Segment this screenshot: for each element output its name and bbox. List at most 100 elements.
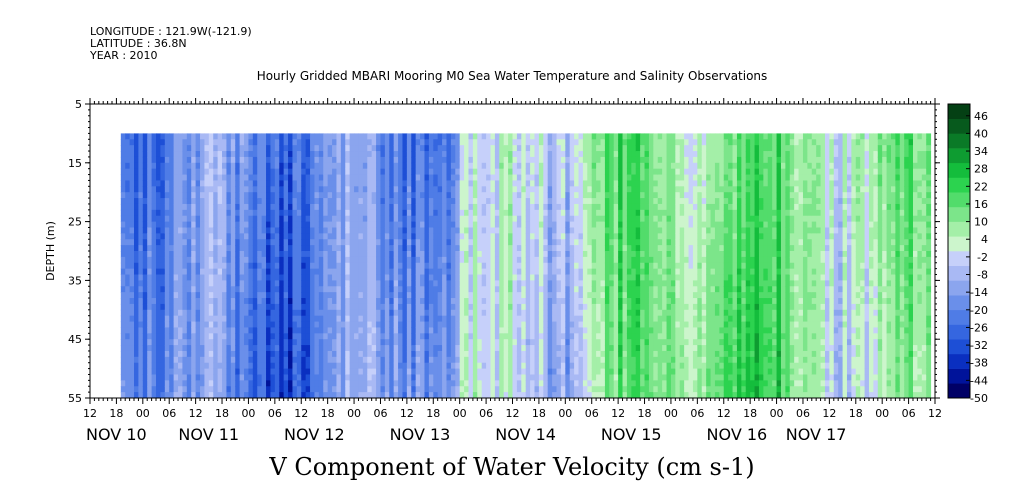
heatmap-cell <box>420 321 425 328</box>
heatmap-cell <box>459 345 465 352</box>
heatmap-cell <box>565 280 571 287</box>
heatmap-cell <box>362 174 368 181</box>
heatmap-cell <box>481 386 487 393</box>
heatmap-cell <box>230 145 236 152</box>
heatmap-cell <box>301 368 307 375</box>
heatmap-cell <box>318 374 324 381</box>
heatmap-cell <box>257 245 263 252</box>
heatmap-cell <box>283 251 289 258</box>
heatmap-cell <box>318 174 324 181</box>
heatmap-cell <box>508 239 513 246</box>
heatmap-cell <box>534 245 540 252</box>
heatmap-cell <box>468 239 474 246</box>
heatmap-cell <box>191 139 197 146</box>
heatmap-cell <box>459 162 465 170</box>
heatmap-cell <box>530 268 536 276</box>
heatmap-cell <box>191 180 197 187</box>
heatmap-cell <box>574 374 580 381</box>
heatmap-cell <box>450 227 456 234</box>
heatmap-cell <box>525 239 531 246</box>
heatmap-cell <box>481 186 487 193</box>
heatmap-cell <box>129 339 135 346</box>
heatmap-cell <box>138 292 144 299</box>
heatmap-cell <box>222 180 227 187</box>
heatmap-cell <box>257 315 263 323</box>
heatmap-cell <box>582 386 588 393</box>
heatmap-cell <box>600 233 606 240</box>
heatmap-cell <box>354 274 359 281</box>
heatmap-cell <box>525 180 531 187</box>
heatmap-cell <box>138 280 144 287</box>
heatmap-cell <box>600 268 606 276</box>
heatmap-cell <box>534 392 540 399</box>
heatmap-cell <box>296 315 302 323</box>
heatmap-cell <box>292 327 298 334</box>
heatmap-cell <box>538 327 544 334</box>
heatmap-cell <box>239 309 245 317</box>
heatmap-cell <box>288 151 293 158</box>
heatmap-cell <box>556 368 562 375</box>
heatmap-cell <box>472 198 478 205</box>
heatmap-cell <box>420 350 425 358</box>
heatmap-cell <box>222 280 227 287</box>
heatmap-cell <box>512 198 518 205</box>
heatmap-cell <box>552 251 558 258</box>
heatmap-cell <box>274 333 280 340</box>
heatmap-cell <box>323 392 329 399</box>
heatmap-cell <box>543 292 549 299</box>
heatmap-cell <box>596 286 602 293</box>
heatmap-cell <box>301 315 307 323</box>
heatmap-cell <box>574 333 580 340</box>
heatmap-cell <box>169 345 175 352</box>
heatmap-cell <box>169 386 175 393</box>
heatmap-cell <box>323 162 329 170</box>
heatmap-cell <box>129 368 135 375</box>
heatmap-cell <box>169 203 175 211</box>
heatmap-cell <box>274 221 280 228</box>
heatmap-cell <box>582 339 588 346</box>
heatmap-cell <box>565 156 571 164</box>
heatmap-cell <box>600 192 606 199</box>
heatmap-cell <box>494 162 500 170</box>
heatmap-cell <box>226 256 232 264</box>
heatmap-cell <box>552 221 558 228</box>
heatmap-cell <box>472 386 478 393</box>
heatmap-cell <box>239 215 245 223</box>
heatmap-cell <box>195 392 201 399</box>
heatmap-cell <box>191 174 197 181</box>
heatmap-cell <box>402 209 408 217</box>
heatmap-cell <box>516 233 522 240</box>
heatmap-cell <box>217 209 223 217</box>
heatmap-cell <box>358 327 364 334</box>
heatmap-cell <box>142 298 148 305</box>
heatmap-cell <box>376 327 381 334</box>
heatmap-cell <box>156 321 161 328</box>
heatmap-cell <box>129 186 135 193</box>
heatmap-cell <box>340 339 346 346</box>
heatmap-cell <box>208 262 214 270</box>
heatmap-cell <box>433 262 439 270</box>
heatmap-cell <box>129 221 135 228</box>
heatmap-cell <box>208 362 214 370</box>
heatmap-cell <box>512 209 518 217</box>
heatmap-cell <box>587 168 593 176</box>
heatmap-cell <box>578 356 584 364</box>
heatmap-cell <box>217 221 223 228</box>
heatmap-cell <box>213 156 219 164</box>
heatmap-cell <box>376 350 381 358</box>
heatmap-cell <box>362 274 368 281</box>
heatmap-cell <box>578 192 584 199</box>
heatmap-cell <box>591 350 597 358</box>
heatmap-cell <box>371 174 377 181</box>
heatmap-cell <box>314 380 320 387</box>
heatmap-cell <box>296 174 302 181</box>
heatmap-cell <box>252 280 258 287</box>
heatmap-cell <box>340 203 346 211</box>
heatmap-cell <box>446 321 452 328</box>
heatmap-cell <box>138 186 144 193</box>
heatmap-cell <box>494 139 500 146</box>
heatmap-cell <box>424 350 430 358</box>
heatmap-cell <box>556 380 562 387</box>
heatmap-cell <box>468 186 474 193</box>
heatmap-cell <box>464 380 469 387</box>
